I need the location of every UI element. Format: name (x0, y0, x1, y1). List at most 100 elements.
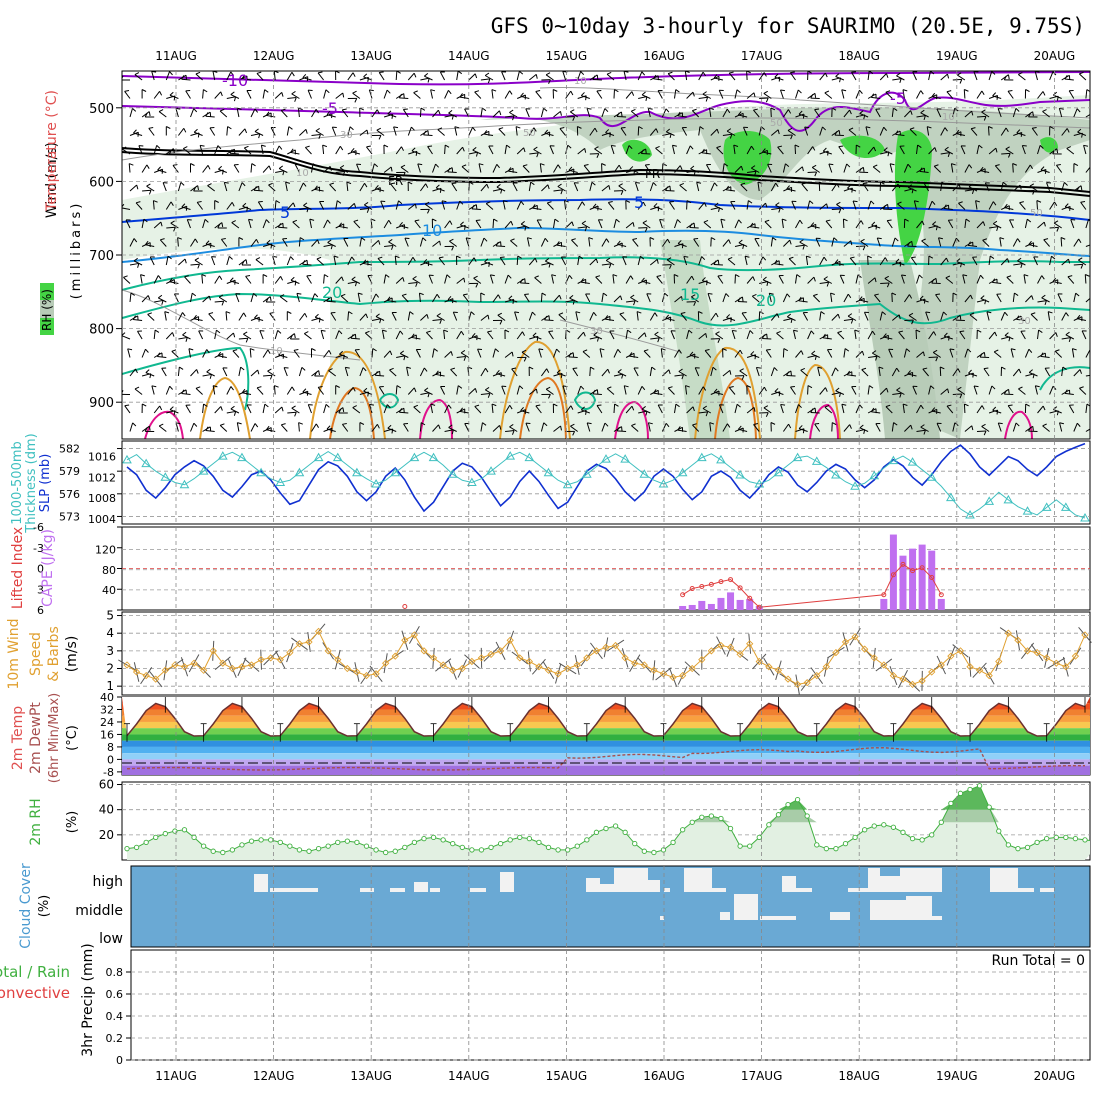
upper-barb (171, 349, 179, 358)
upper-barb (492, 348, 500, 358)
upper-barb (867, 200, 875, 210)
upper-barb (919, 167, 929, 173)
upper-barb (620, 126, 627, 136)
upper-barb (783, 134, 793, 140)
upper-barb (399, 350, 409, 358)
upper-barb (193, 186, 203, 192)
upper-barb (129, 184, 139, 192)
upper-barb (214, 300, 225, 306)
upper-barb (1073, 238, 1082, 247)
upper-barb (406, 366, 412, 377)
upper-barb (704, 349, 712, 358)
upper-barb (1040, 352, 1050, 358)
upper-barb (420, 208, 430, 214)
rh-marker (191, 834, 197, 841)
upper-barb (129, 107, 137, 118)
thick-marker (658, 479, 669, 488)
upper-barb (214, 406, 223, 414)
rh-marker (909, 835, 916, 842)
upper-barb (201, 274, 207, 284)
upper-barb (831, 208, 842, 214)
rh-region-light-2 (122, 248, 330, 439)
upper-barb (786, 185, 796, 192)
upper-barb (1073, 185, 1083, 192)
upper-barb (883, 333, 893, 340)
upper-barb (250, 369, 260, 377)
upper-barb (1061, 366, 1067, 377)
upper-barb (738, 239, 748, 247)
thick-marker (850, 481, 860, 490)
upper-barb (492, 110, 502, 118)
upper-barb (625, 405, 635, 414)
upper-barb (636, 311, 642, 321)
upper-barb (958, 201, 966, 210)
upper-barb (356, 163, 362, 173)
upper-barb (774, 388, 784, 395)
label-minus5-b: -5 (890, 89, 906, 108)
rh-marker (450, 840, 456, 847)
upper-barb (217, 223, 227, 229)
upper-barb (1004, 203, 1014, 210)
upper-barb (872, 164, 881, 173)
upper-barb (734, 349, 743, 358)
upper-barb (957, 72, 966, 81)
upper-barb (814, 108, 821, 118)
upper-barb (1020, 330, 1026, 340)
upper-barb (311, 423, 320, 432)
upper-barb (604, 315, 615, 321)
date-label-top-8: 19AUG (936, 49, 978, 63)
upper-barb (649, 182, 657, 192)
upper-barb (396, 355, 406, 361)
upper-barb (870, 407, 881, 414)
upper-barb (1077, 128, 1087, 136)
upper-barb (331, 126, 337, 136)
upper-barb (1061, 258, 1071, 266)
upper-barb (686, 200, 692, 210)
upper-barb (599, 348, 605, 358)
upper-barb (1046, 182, 1052, 192)
upper-barb (637, 201, 646, 210)
upper-barb (165, 126, 171, 136)
upper-air-plot: -10 -5 -5 FR FR 5 5 10 15 20 20 10 10 10… (122, 71, 1090, 439)
temp-tick-label: 0 (107, 753, 114, 766)
label-thickness-2: Thickness (dm) (24, 433, 39, 533)
upper-barb (625, 221, 635, 229)
upper-barb (444, 274, 451, 284)
upper-barb (323, 89, 330, 99)
upper-barb (525, 422, 531, 432)
upper-barb (540, 368, 550, 377)
upper-barb (904, 424, 913, 432)
upper-barb (141, 425, 151, 432)
upper-barb (722, 239, 731, 247)
upper-barb (657, 89, 663, 99)
rh-marker (545, 844, 552, 851)
label-rh30-c: 30 (1018, 316, 1031, 327)
upper-barb (983, 367, 990, 377)
upper-barb (278, 351, 288, 358)
upper-barb (306, 274, 312, 284)
rh-marker (957, 790, 964, 796)
upper-barb (424, 201, 433, 210)
cloud-block (990, 868, 1018, 892)
upper-barb (384, 245, 394, 250)
rh-marker (363, 843, 370, 849)
upper-barb (710, 338, 721, 343)
rh-marker (248, 838, 255, 844)
upper-barb (1061, 128, 1070, 136)
contour-labels: -10 -5 -5 FR FR 5 5 10 15 20 20 10 10 10… (222, 71, 1043, 357)
upper-barb (1064, 203, 1074, 210)
rh-marker (1034, 839, 1040, 846)
upper-barb (601, 263, 612, 269)
upper-barb (375, 184, 385, 192)
upper-barb (800, 367, 808, 377)
upper-barb (659, 218, 665, 229)
upper-barb (165, 148, 175, 155)
upper-barb (165, 255, 172, 266)
upper-barb (351, 276, 361, 284)
rh-marker (651, 849, 657, 856)
upper-barb (122, 203, 131, 210)
contour-30-d (694, 346, 761, 439)
upper-barb (727, 256, 736, 266)
label-cloud-cover: Cloud Cover (18, 863, 34, 949)
upper-barb (993, 349, 1002, 358)
